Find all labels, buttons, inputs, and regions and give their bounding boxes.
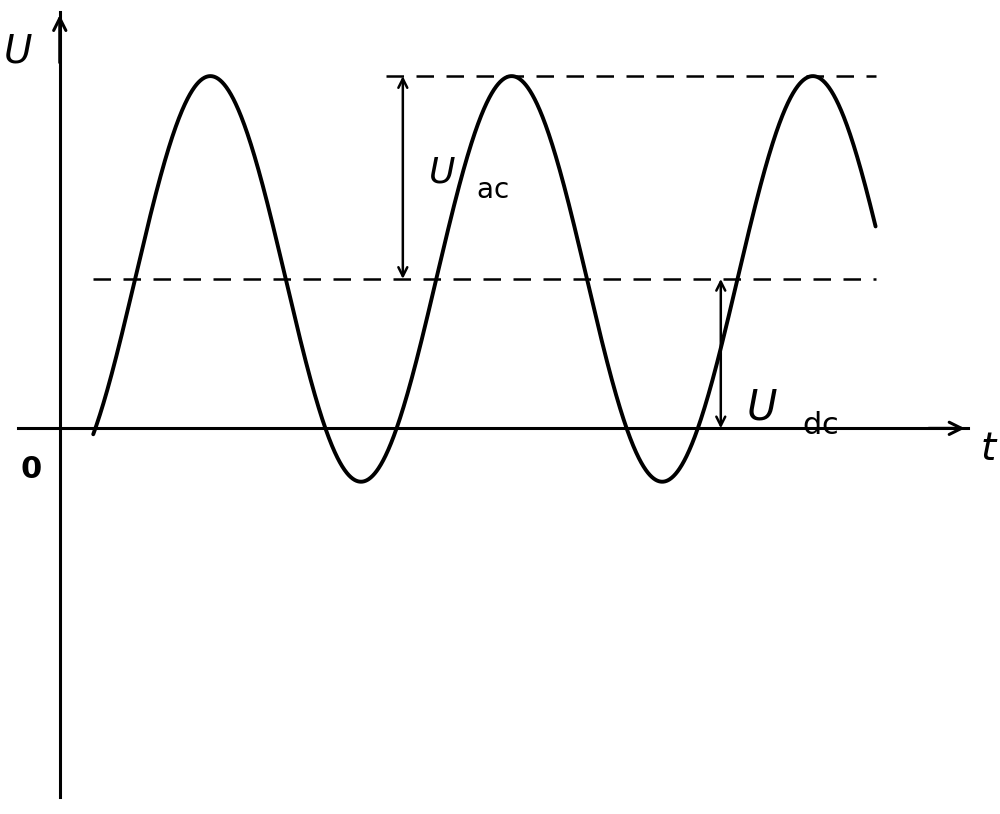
Text: $\mathit{U}$: $\mathit{U}$ [746, 386, 778, 428]
Text: $\mathrm{dc}$: $\mathrm{dc}$ [802, 410, 839, 441]
Text: $\mathrm{ac}$: $\mathrm{ac}$ [476, 177, 509, 204]
Text: $\mathit{U}$: $\mathit{U}$ [3, 33, 33, 70]
Text: $\mathit{U}$: $\mathit{U}$ [428, 155, 456, 189]
Text: $\mathit{t}$: $\mathit{t}$ [980, 431, 999, 468]
Text: $\mathbf{0}$: $\mathbf{0}$ [20, 455, 41, 484]
